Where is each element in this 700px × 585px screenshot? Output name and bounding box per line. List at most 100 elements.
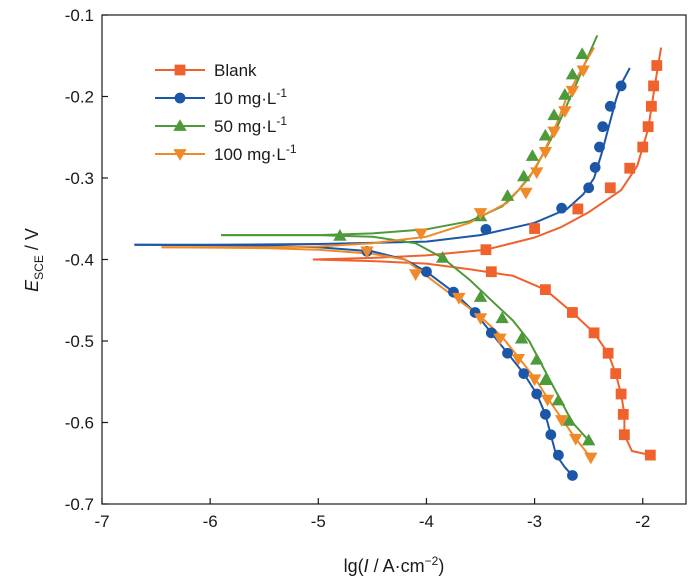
y-tick-label: -0.4 [65,251,94,270]
series-0-point [485,266,497,278]
x-tick-label: -3 [527,512,542,531]
series-3-point [554,415,569,427]
series-1-point [615,80,627,92]
legend-label-1: 10 mg·L-1 [214,86,287,108]
series-1-anodic-line [134,67,631,246]
series-0-point [624,162,636,174]
series-1-point [552,449,564,461]
y-tick-label: -0.6 [65,414,94,433]
y-tick-label: -0.7 [65,495,94,514]
series-0-point [648,80,659,92]
y-axis-title: ESCE / V [22,228,46,292]
legend-label-text: 100 mg·L [214,145,286,164]
series-1-point [594,141,605,153]
series-2-point [495,311,509,324]
series-2-cathodic-line [221,234,590,442]
series-1-point [556,202,568,214]
series-2-point [333,229,347,241]
series-2-anodic-line [221,34,599,237]
series-3-point [473,313,488,325]
series-3-cathodic-line [161,246,592,459]
series-0-point [651,60,663,71]
series-1-point [545,429,557,441]
series-0-point [644,449,656,461]
series-3-point [360,246,374,259]
legend-label-3: 100 mg·L-1 [214,142,297,164]
series-3-point [414,228,428,241]
series-1-point [583,182,595,194]
y-tick-label: -0.1 [65,6,94,25]
series-1-point [604,100,616,112]
x-tick-label: -2 [635,512,650,531]
series-2-point [514,331,529,344]
y-tick-label: -0.2 [65,88,94,107]
series-3-point [568,433,583,446]
series-0-point [540,284,551,296]
series-3-point [558,106,572,118]
series-3-point [493,333,507,346]
series-1-point [480,223,492,235]
legend-label-0: Blank [214,61,257,80]
series-2-point [500,189,515,201]
series-3-point [527,374,542,387]
series-1-point [502,347,513,359]
series-3-point [540,394,555,407]
series-0-anodic-line [312,47,663,261]
series-2-point [530,352,544,365]
y-tick-label: -0.5 [65,332,94,351]
x-tick-label: -4 [419,512,434,531]
legend-label-sup: -1 [286,142,297,156]
series-3-point [565,85,580,98]
series-2-point [525,149,540,161]
series-3-point [452,292,466,305]
series-1-point [597,121,609,133]
legend-label-text: Blank [214,61,257,80]
x-tick-label: -5 [311,512,326,531]
legend-label-text: 50 mg·L [214,117,276,136]
legend-marker-3 [173,149,187,161]
series-2-point [581,433,596,446]
series-2-point [473,290,488,302]
series-0-point [604,182,616,194]
legend-marker-1 [174,92,186,104]
x-tick-label: -6 [203,512,218,531]
y-tick-label: -0.3 [65,169,94,188]
series-0-point [610,368,622,380]
legend-label-2: 50 mg·L-1 [214,114,287,136]
series-markers [333,47,663,481]
series-3-point [519,187,533,200]
series-2-point [558,88,572,100]
axis-ticks: -7 -6 -5 -4 -3 -2 -0.7 -0.6 -0.5 -0.4 -0.3 -0.2 -0.1 [65,6,651,531]
x-axis-title: lg(I / A·cm−2) [344,554,445,576]
series-3-point [408,269,423,281]
series-1-point [589,162,601,173]
series-2-point [565,67,580,80]
series-1-point [567,470,578,481]
series-0-point [645,100,657,112]
series-0-point [588,327,600,339]
series-1-point [518,368,530,380]
series-1-point [421,266,432,278]
legend-label-text: 10 mg·L [214,89,276,108]
series-0-point [572,203,584,215]
series-3-point [473,208,488,220]
series-3-point [547,126,561,139]
legend-label-sup: -1 [276,114,287,128]
legend-label-sup: -1 [276,86,287,100]
series-2-point [562,414,576,426]
series-0-point [617,408,629,420]
series-3-point [584,452,598,465]
series-0-point [567,307,578,318]
series-0-point [637,141,649,153]
series-1-cathodic-line [134,243,574,477]
series-0-point [618,429,630,441]
series-0-point [529,223,540,234]
plot-frame [101,14,687,505]
series-2-point [435,251,450,263]
series-3-point [530,167,544,180]
series-3-point [511,354,526,366]
series-2-point [517,169,531,182]
series-0-cathodic-line [312,258,651,457]
legend-marker-2 [173,119,187,131]
series-2-point [538,128,553,141]
